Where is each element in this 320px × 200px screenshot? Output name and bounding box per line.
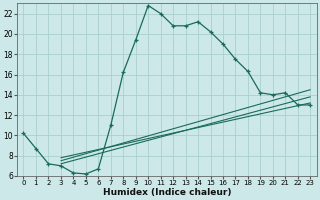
X-axis label: Humidex (Indice chaleur): Humidex (Indice chaleur)	[103, 188, 231, 197]
